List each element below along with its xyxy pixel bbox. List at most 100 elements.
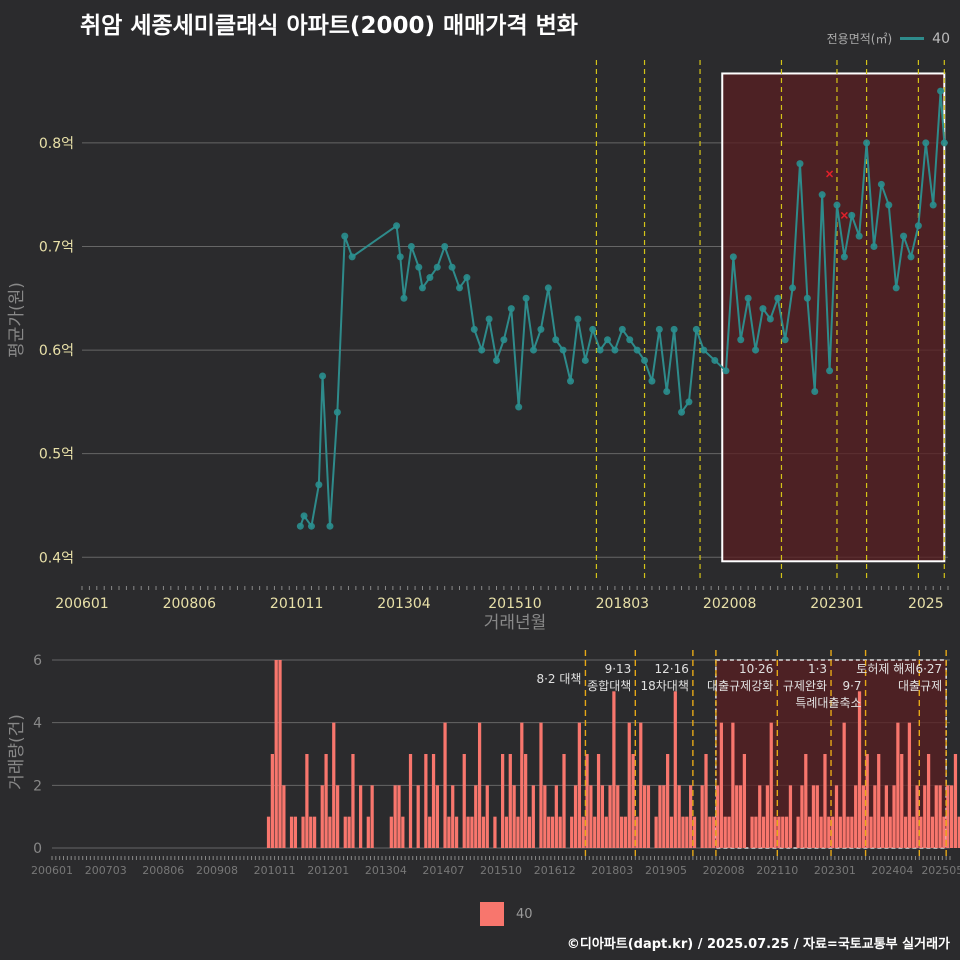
bar	[915, 785, 919, 848]
bar	[324, 754, 328, 848]
bar	[754, 816, 758, 848]
bar	[359, 785, 363, 848]
bar	[907, 722, 912, 848]
bar	[401, 816, 405, 848]
bar	[293, 816, 298, 848]
x-tick-label: 202301	[810, 596, 863, 612]
policy-label: 대출규제강화	[707, 679, 773, 693]
bar	[554, 785, 558, 848]
data-point	[826, 367, 834, 375]
data-point	[663, 388, 671, 396]
data-point	[774, 294, 782, 302]
data-point	[319, 372, 327, 380]
bar	[270, 754, 274, 848]
bar	[738, 785, 743, 848]
data-point	[589, 325, 597, 333]
data-point	[685, 398, 693, 406]
bar	[712, 816, 716, 848]
data-point	[722, 367, 730, 375]
line-chart-panel: 0.4억 0.5억 0.6억 0.7억 0.8억 200601 200806 201011 20…	[7, 60, 949, 633]
bar	[719, 722, 723, 848]
data-point	[552, 336, 560, 344]
bar	[431, 754, 436, 848]
bar	[761, 816, 766, 848]
bar	[758, 785, 762, 848]
outlier-marker	[826, 170, 834, 178]
x-axis-title: 거래년월	[484, 613, 547, 633]
x-tick-label: 201011	[254, 864, 296, 877]
data-point	[300, 512, 308, 520]
bar	[815, 785, 819, 848]
policy-label: 1·3	[808, 662, 827, 676]
bar	[850, 816, 854, 848]
x-tick-label: 200806	[163, 596, 217, 612]
x-tick-label: 200601	[55, 596, 108, 612]
data-point	[678, 408, 686, 416]
bar	[573, 785, 578, 848]
y-tick-label: 4	[33, 716, 42, 732]
policy-label: 9·7	[842, 679, 861, 693]
bar	[466, 816, 470, 848]
data-point	[544, 284, 552, 292]
bar	[289, 816, 294, 848]
bar	[366, 816, 370, 848]
bar	[953, 754, 958, 848]
policy-label: 토허제 해제	[856, 662, 915, 676]
bar	[335, 785, 340, 848]
bar	[516, 816, 520, 848]
bar	[819, 816, 823, 848]
bar	[808, 816, 812, 848]
bar	[700, 785, 704, 848]
source-credit: ©디아파트(dapt.kr) / 2025.07.25 / 자료=국토교통부 실…	[566, 937, 950, 952]
bar	[784, 816, 789, 848]
x-tick-label: 202505	[921, 864, 960, 877]
data-point	[863, 139, 871, 147]
bar	[416, 785, 420, 848]
bar	[604, 816, 608, 848]
x-tick-label: 201803	[596, 596, 649, 612]
bar	[577, 722, 581, 848]
x-tick-label: 201407	[422, 864, 464, 877]
bar	[777, 816, 781, 848]
legend-title: 전용면적(㎡)	[826, 32, 893, 46]
bar	[911, 816, 915, 848]
bar	[451, 785, 455, 848]
bar	[512, 785, 516, 848]
x-tick-label: 200601	[31, 864, 73, 877]
bar	[635, 816, 639, 848]
data-point	[692, 325, 700, 333]
bar	[550, 816, 555, 848]
data-point	[855, 232, 863, 240]
data-point	[789, 284, 797, 292]
bar	[692, 816, 697, 848]
data-point	[581, 356, 589, 364]
bar	[593, 816, 597, 848]
bar	[520, 722, 524, 848]
x-tick-label: 201201	[307, 864, 349, 877]
highlight-range-box	[721, 72, 946, 563]
bar	[477, 722, 482, 848]
data-point	[604, 336, 612, 344]
bar	[623, 816, 628, 848]
data-point	[326, 522, 334, 530]
x-tick-label: 202301	[814, 864, 856, 877]
data-point	[641, 356, 649, 364]
bar	[842, 722, 846, 848]
x-tick-label: 201304	[377, 596, 431, 612]
y-axis-title: 거래량(건)	[7, 714, 27, 790]
bar	[934, 785, 938, 848]
bar	[811, 785, 816, 848]
bar	[938, 785, 942, 848]
bar	[666, 754, 670, 848]
data-point	[885, 201, 893, 209]
bar	[581, 816, 585, 848]
bar	[715, 785, 720, 848]
bar	[639, 722, 643, 848]
data-point	[611, 346, 619, 354]
bar	[397, 785, 401, 848]
data-point	[922, 139, 930, 147]
data-point	[848, 211, 856, 219]
bar	[669, 816, 674, 848]
data-point	[892, 284, 900, 292]
x-tick-label: 200908	[196, 864, 238, 877]
